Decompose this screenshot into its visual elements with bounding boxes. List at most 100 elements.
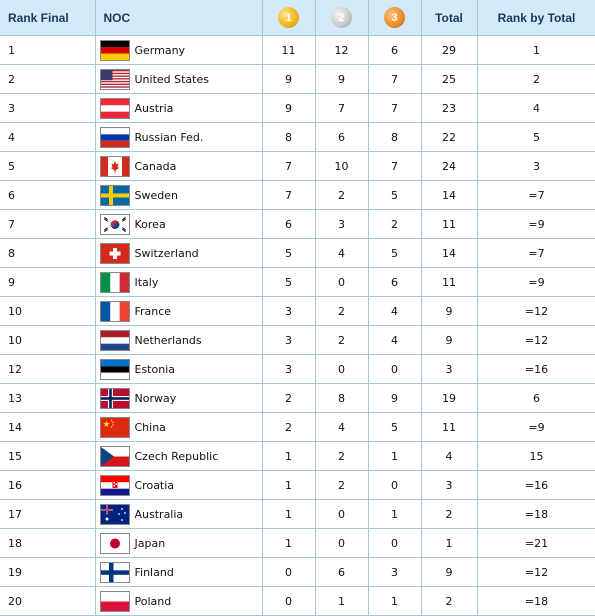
country-name[interactable]: Estonia: [134, 362, 176, 376]
gold-count-cell: 6: [262, 209, 316, 239]
country-name[interactable]: Germany: [134, 43, 186, 57]
country-name[interactable]: United States: [134, 72, 210, 86]
table-row[interactable]: 13 Norway 2 8 9 19 6: [0, 383, 595, 413]
bronze-count-cell: 0: [368, 470, 422, 500]
country-name[interactable]: Austria: [134, 101, 174, 115]
rank-final-cell: 16: [0, 470, 96, 500]
country-name[interactable]: Sweden: [134, 188, 178, 202]
gold-count-cell: 1: [262, 528, 316, 558]
noc-wrapper: Finland: [96, 561, 262, 583]
total-count-cell: 9: [421, 296, 478, 326]
gold-count-cell: 1: [262, 499, 316, 529]
noc-wrapper: Canada: [96, 155, 262, 177]
silver-count-cell: 0: [315, 499, 369, 529]
table-row[interactable]: 6 Sweden 7 2 5 14 =7: [0, 180, 595, 210]
country-name[interactable]: Russian Fed.: [134, 130, 204, 144]
header-bronze[interactable]: 3: [368, 0, 422, 36]
bronze-count-cell: 5: [368, 412, 422, 442]
country-name[interactable]: Poland: [134, 594, 172, 608]
country-name[interactable]: Canada: [134, 159, 177, 173]
rank-by-total-cell: 6: [477, 383, 595, 413]
total-count-cell: 9: [421, 557, 478, 587]
country-name[interactable]: Switzerland: [134, 246, 199, 260]
gold-count-cell: 3: [262, 325, 316, 355]
australia-flag-icon: [99, 503, 130, 525]
table-row[interactable]: 3 Austria 9 7 7 23 4: [0, 93, 595, 123]
table-row[interactable]: 10 France 3 2 4 9 =12: [0, 296, 595, 326]
total-count-cell: 19: [421, 383, 478, 413]
country-name[interactable]: Croatia: [134, 478, 175, 492]
country-name[interactable]: Japan: [134, 536, 166, 550]
noc-cell: United States: [95, 64, 263, 94]
gold-count-cell: 1: [262, 470, 316, 500]
table-row[interactable]: 18 Japan 1 0 0 1 =21: [0, 528, 595, 558]
country-name[interactable]: Netherlands: [134, 333, 202, 347]
rank-by-total-cell: =16: [477, 354, 595, 384]
noc-wrapper: Italy: [96, 271, 262, 293]
poland-flag-icon: [99, 590, 130, 612]
silver-count-cell: 2: [315, 325, 369, 355]
total-count-cell: 2: [421, 499, 478, 529]
switzerland-flag-icon: [99, 242, 130, 264]
table-row[interactable]: 17 Australia 1 0 1 2 =18: [0, 499, 595, 529]
noc-wrapper: China: [96, 416, 262, 438]
country-name[interactable]: Norway: [134, 391, 177, 405]
country-name[interactable]: China: [134, 420, 166, 434]
rank-by-total-cell: =18: [477, 499, 595, 529]
country-name[interactable]: Czech Republic: [134, 449, 219, 463]
country-name[interactable]: Korea: [134, 217, 166, 231]
bronze-count-cell: 1: [368, 499, 422, 529]
country-name[interactable]: Australia: [134, 507, 184, 521]
table-row[interactable]: 15 Czech Republic 1 2 1 4 15: [0, 441, 595, 471]
table-row[interactable]: 14 China 2 4 5 11 =9: [0, 412, 595, 442]
noc-cell: Austria: [95, 93, 263, 123]
noc-cell: Korea: [95, 209, 263, 239]
noc-cell: Canada: [95, 151, 263, 181]
total-count-cell: 3: [421, 470, 478, 500]
gold-count-cell: 9: [262, 93, 316, 123]
country-name[interactable]: Finland: [134, 565, 174, 579]
silver-count-cell: 6: [315, 122, 369, 152]
silver-count-cell: 0: [315, 267, 369, 297]
table-row[interactable]: 16 Croatia 1 2 0 3 =16: [0, 470, 595, 500]
table-row[interactable]: 20 Poland 0 1 1 2 =18: [0, 586, 595, 616]
table-row[interactable]: 7 Korea 6 3 2 11 =9: [0, 209, 595, 239]
noc-wrapper: Sweden: [96, 184, 262, 206]
bronze-medal-icon: 3: [384, 7, 405, 28]
header-silver[interactable]: 2: [315, 0, 369, 36]
header-gold[interactable]: 1: [262, 0, 316, 36]
header-total[interactable]: Total: [421, 0, 478, 36]
noc-wrapper: Japan: [96, 532, 262, 554]
noc-cell: Netherlands: [95, 325, 263, 355]
total-count-cell: 25: [421, 64, 478, 94]
rank-final-cell: 18: [0, 528, 96, 558]
header-rank-final[interactable]: Rank Final: [0, 0, 96, 36]
header-rank-by-total[interactable]: Rank by Total: [477, 0, 595, 36]
total-count-cell: 11: [421, 267, 478, 297]
rank-by-total-cell: 4: [477, 93, 595, 123]
table-row[interactable]: 19 Finland 0 6 3 9 =12: [0, 557, 595, 587]
rank-final-cell: 13: [0, 383, 96, 413]
table-row[interactable]: 5 Canada 7 10 7 24 3: [0, 151, 595, 181]
total-count-cell: 3: [421, 354, 478, 384]
table-row[interactable]: 12 Estonia 3 0 0 3 =16: [0, 354, 595, 384]
table-row[interactable]: 1 Germany 11 12 6 29 1: [0, 35, 595, 65]
country-name[interactable]: France: [134, 304, 172, 318]
table-row[interactable]: 9 Italy 5 0 6 11 =9: [0, 267, 595, 297]
medal-table-body: 1 Germany 11 12 6 29 1 2 United States 9 9 7 25 2 3 Aus…: [0, 35, 595, 616]
table-row[interactable]: 8 Switzerland 5 4 5 14 =7: [0, 238, 595, 268]
table-row[interactable]: 10 Netherlands 3 2 4 9 =12: [0, 325, 595, 355]
table-row[interactable]: 2 United States 9 9 7 25 2: [0, 64, 595, 94]
noc-cell: Italy: [95, 267, 263, 297]
canada-flag-icon: [99, 155, 130, 177]
noc-wrapper: France: [96, 300, 262, 322]
rank-by-total-cell: =18: [477, 586, 595, 616]
country-name[interactable]: Italy: [134, 275, 159, 289]
total-count-cell: 14: [421, 180, 478, 210]
united-states-flag-icon: [99, 68, 130, 90]
table-row[interactable]: 4 Russian Fed. 8 6 8 22 5: [0, 122, 595, 152]
header-noc[interactable]: NOC: [95, 0, 263, 36]
noc-wrapper: Norway: [96, 387, 262, 409]
rank-by-total-cell: =7: [477, 238, 595, 268]
